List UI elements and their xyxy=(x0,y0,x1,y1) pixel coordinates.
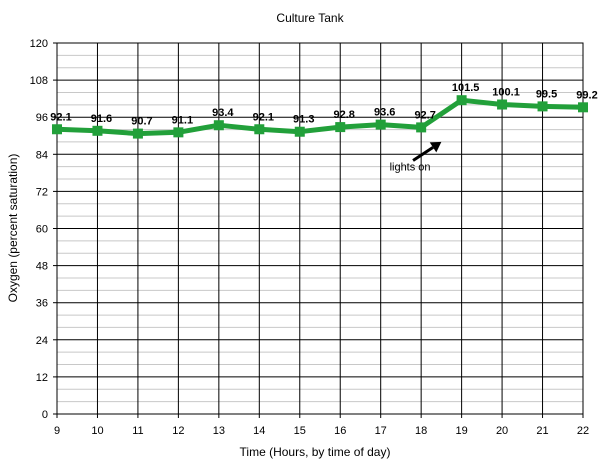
data-point-marker xyxy=(375,119,386,130)
gridlines xyxy=(56,42,584,415)
data-point-marker xyxy=(537,101,548,112)
data-label: 90.7 xyxy=(131,116,152,128)
data-label: 91.6 xyxy=(91,113,112,125)
x-tick-label: 10 xyxy=(91,425,103,437)
y-tick-label: 0 xyxy=(42,409,48,421)
data-label: 91.1 xyxy=(172,114,193,126)
x-tick-label: 20 xyxy=(496,425,508,437)
data-point-marker xyxy=(52,124,62,135)
data-point-marker xyxy=(254,124,265,135)
data-label: 101.5 xyxy=(452,82,480,94)
y-tick-label: 60 xyxy=(36,224,48,236)
data-label: 93.6 xyxy=(374,107,395,119)
x-tick-label: 12 xyxy=(172,425,184,437)
data-label: 91.3 xyxy=(293,114,314,126)
x-tick-label: 17 xyxy=(375,425,387,437)
y-tick-label: 120 xyxy=(30,38,48,50)
y-tick-label: 48 xyxy=(36,261,48,273)
data-point-marker xyxy=(213,120,224,131)
data-label: 92.1 xyxy=(50,111,71,123)
y-axis-title: Oxygen (percent saturation) xyxy=(6,154,20,303)
data-label: 99.5 xyxy=(536,88,557,100)
y-tick-label: 72 xyxy=(36,186,48,198)
data-point-marker xyxy=(335,122,346,133)
annotation-label: lights on xyxy=(390,161,431,173)
x-tick-label: 11 xyxy=(132,425,143,437)
data-point-marker xyxy=(416,122,427,133)
x-tick-label: 13 xyxy=(213,425,225,437)
x-axis: 9 10 11 12 13 14 15 16 17 18 19 20 21 22 xyxy=(54,414,589,437)
x-tick-label: 14 xyxy=(253,425,265,437)
data-label: 100.1 xyxy=(492,87,520,99)
data-point-marker xyxy=(92,125,103,136)
x-axis-title: Time (Hours, by time of day) xyxy=(240,445,391,459)
data-label: 92.8 xyxy=(334,109,355,121)
data-labels: 92.1 91.6 90.7 91.1 93.4 92.1 91.3 92.8 93.6 92.7… xyxy=(50,82,597,127)
y-axis: 0 12 24 36 48 60 72 84 96 108 120 xyxy=(30,38,57,421)
data-point-marker xyxy=(456,95,467,106)
annotation: lights on xyxy=(390,141,442,173)
y-tick-label: 24 xyxy=(36,335,48,347)
series-line xyxy=(56,97,584,137)
x-tick-label: 18 xyxy=(415,425,427,437)
x-tick-label: 19 xyxy=(455,425,467,437)
x-tick-label: 16 xyxy=(334,425,346,437)
y-tick-label: 12 xyxy=(36,372,48,384)
y-tick-label: 84 xyxy=(36,149,48,161)
data-label: 92.7 xyxy=(414,109,435,121)
annotation-arrow-shaft xyxy=(412,146,434,162)
y-tick-label: 36 xyxy=(36,298,48,310)
chart-title: Culture Tank xyxy=(276,11,344,25)
x-tick-label: 15 xyxy=(294,425,306,437)
data-point-marker xyxy=(173,127,184,138)
data-point-marker xyxy=(294,126,305,137)
data-label: 93.4 xyxy=(212,107,234,119)
y-tick-label: 108 xyxy=(30,75,48,87)
data-label: 99.2 xyxy=(576,89,597,101)
series-markers xyxy=(52,95,588,139)
data-label: 92.1 xyxy=(253,111,274,123)
x-tick-label: 9 xyxy=(54,425,60,437)
x-tick-label: 21 xyxy=(536,425,548,437)
data-point-marker xyxy=(578,102,588,113)
x-tick-label: 22 xyxy=(577,425,589,437)
annotation-arrow-head xyxy=(429,141,442,153)
data-point-marker xyxy=(497,99,508,110)
y-tick-label: 96 xyxy=(36,112,48,124)
data-point-marker xyxy=(132,128,143,139)
